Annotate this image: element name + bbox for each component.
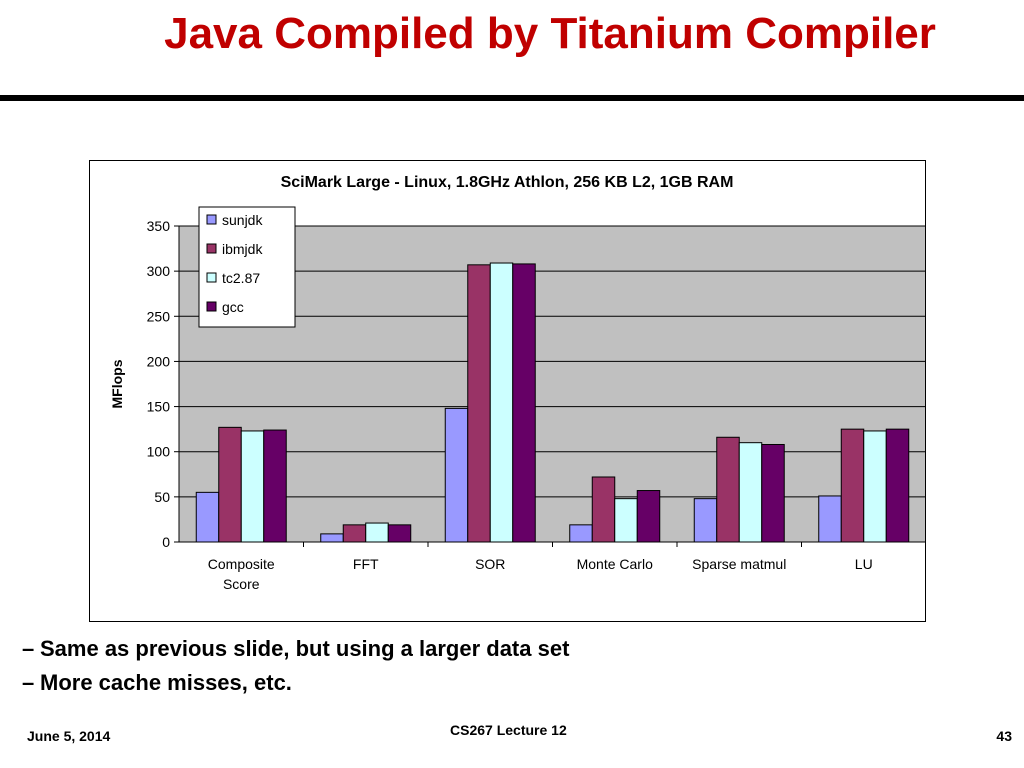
page-number: 43	[996, 728, 1012, 744]
legend-swatch-ibmjdk	[206, 243, 217, 254]
bullet-text: Same as previous slide, but using a larg…	[40, 636, 570, 661]
bullet-marker: –	[22, 670, 35, 695]
bar-sunjdk	[195, 491, 220, 543]
x-tick-label: Sparse matmul	[692, 556, 786, 572]
y-tick-label: 350	[147, 218, 171, 234]
chart-frame: SciMark Large - Linux, 1.8GHz Athlon, 25…	[89, 160, 926, 622]
bar-gcc	[636, 490, 661, 543]
x-tick-label: Composite	[208, 556, 275, 572]
y-tick-label: 150	[147, 399, 171, 415]
bar-sunjdk	[569, 524, 593, 543]
y-tick-label: 100	[147, 444, 171, 460]
bar-tc2.87	[863, 430, 887, 543]
footer-course: CS267 Lecture 12	[450, 722, 567, 738]
y-tick-label: 250	[147, 308, 171, 324]
legend-swatch-gcc	[206, 301, 217, 312]
bullet-list: – Same as previous slide, but using a lar…	[22, 632, 569, 700]
y-tick-label: 0	[162, 534, 170, 550]
x-tick-label: LU	[855, 556, 873, 572]
y-axis-label: MFlops	[109, 359, 125, 408]
y-tick-label: 300	[147, 263, 171, 279]
bar-tc2.87	[240, 430, 265, 543]
bar-gcc	[885, 428, 910, 543]
bar-ibmjdk	[467, 264, 491, 543]
plot-background	[178, 225, 925, 543]
legend-label: sunjdk	[222, 212, 263, 228]
legend-swatch-tc2.87	[206, 272, 217, 283]
plot-area: 0 50 100 150 200 250 300 350 MFlops Composite Scor…	[109, 206, 925, 592]
bar-ibmjdk	[716, 436, 740, 543]
title-divider	[0, 95, 1024, 101]
x-tick-label: Monte Carlo	[577, 556, 653, 572]
x-tick-label: FFT	[353, 556, 379, 572]
bar-sunjdk	[818, 495, 842, 543]
y-tick-label: 50	[154, 489, 170, 505]
x-tick-label: SOR	[475, 556, 505, 572]
bar-tc2.87	[614, 498, 638, 543]
bar-ibmjdk	[342, 524, 367, 543]
bar-tc2.87	[489, 262, 514, 543]
bar-ibmjdk	[218, 426, 242, 543]
bar-gcc	[387, 524, 412, 543]
legend-label: ibmjdk	[222, 241, 263, 257]
bar-gcc	[263, 429, 287, 543]
bar-tc2.87	[738, 442, 763, 543]
legend-label: gcc	[222, 299, 244, 315]
bar-ibmjdk	[591, 476, 616, 543]
bar-ibmjdk	[840, 428, 865, 543]
x-tick-label: Score	[223, 576, 260, 592]
bar-gcc	[761, 443, 785, 543]
bar-chart: SciMark Large - Linux, 1.8GHz Athlon, 25…	[109, 174, 925, 592]
bar-sunjdk	[693, 498, 718, 543]
bullet-item: – Same as previous slide, but using a lar…	[22, 632, 569, 666]
bullet-text: More cache misses, etc.	[40, 670, 292, 695]
bar-tc2.87	[365, 522, 389, 543]
chart-title: SciMark Large - Linux, 1.8GHz Athlon, 25…	[281, 174, 734, 191]
bar-gcc	[512, 263, 536, 543]
bar-sunjdk	[320, 533, 344, 543]
legend-label: tc2.87	[222, 270, 260, 286]
bullet-item: – More cache misses, etc.	[22, 666, 569, 700]
slide-title: Java Compiled by Titanium Compiler	[164, 9, 936, 58]
legend-swatch-sunjdk	[206, 214, 217, 225]
bar-sunjdk	[444, 407, 469, 543]
footer-date: June 5, 2014	[27, 728, 111, 744]
y-tick-label: 200	[147, 353, 171, 369]
bullet-marker: –	[22, 636, 35, 661]
